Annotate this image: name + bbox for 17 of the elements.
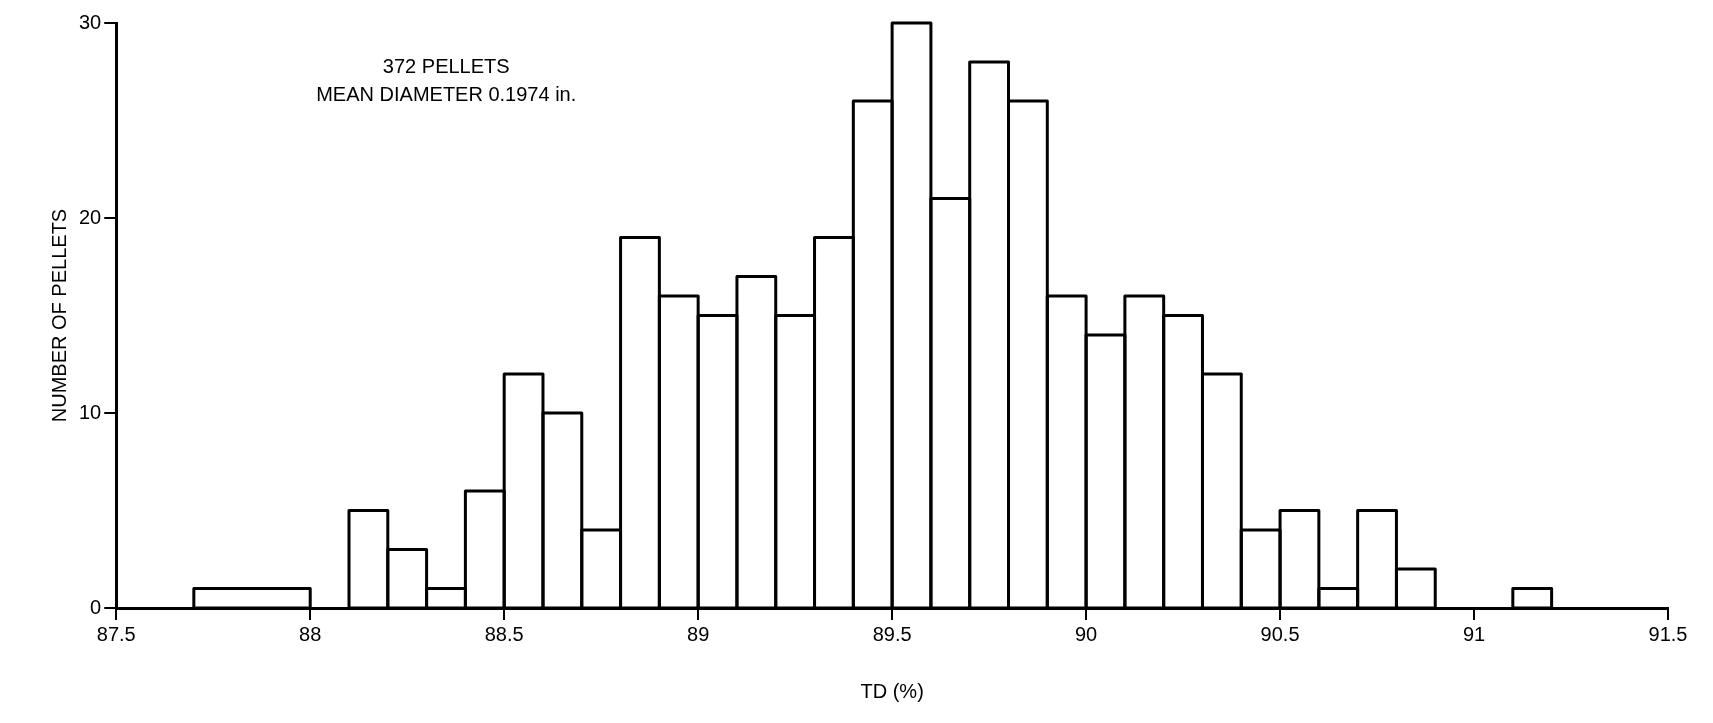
y-tick-label: 0 [90, 595, 102, 618]
x-axis-title: TD (%) [860, 679, 924, 702]
y-axis-title: NUMBER OF PELLETS [47, 208, 70, 423]
y-tick-label: 20 [79, 205, 102, 228]
x-tick-label: 89.5 [872, 622, 912, 645]
x-tick-label: 91.5 [1648, 622, 1688, 645]
annotation: MEAN DIAMETER 0.1974 in. [316, 83, 577, 105]
y-tick-label: 10 [79, 400, 102, 423]
x-tick-label: 91 [1462, 622, 1486, 645]
annotation: 372 PELLETS [382, 55, 510, 77]
y-tick-label: 30 [79, 10, 102, 33]
x-tick-label: 88.5 [484, 622, 524, 645]
x-tick-label: 87.5 [96, 622, 136, 645]
x-tick-label: 90 [1074, 622, 1098, 645]
x-tick-label: 88 [299, 622, 322, 645]
x-tick-label: 90.5 [1260, 622, 1300, 645]
x-tick-label: 89 [687, 622, 710, 645]
